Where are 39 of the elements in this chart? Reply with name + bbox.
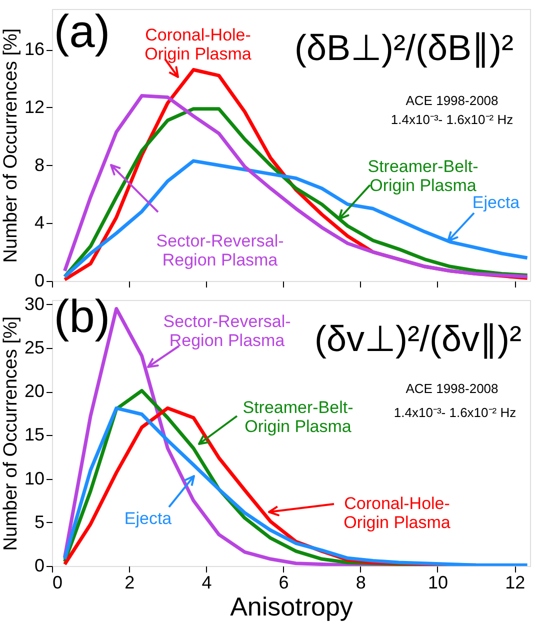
text: Ejecta [472, 193, 520, 212]
y-tick-label: 5 [34, 512, 44, 532]
annotation: 1.4x10⁻³- 1.6x10⁻² Hz [394, 405, 516, 420]
y-axis-title: Number of Occurrences [%] [0, 28, 22, 263]
y-tick-label: 25 [24, 337, 44, 358]
y-tick-label: 0 [34, 556, 44, 576]
y-axis-title: Number of Occurrences [%] [0, 316, 22, 551]
y-tick-label: 16 [24, 39, 44, 60]
y-tick-label: 15 [24, 424, 44, 445]
y-tick-label: 20 [24, 381, 44, 402]
series-label: Sector-Reversal-Region Plasma [156, 232, 284, 270]
y-tick-label: 30 [24, 294, 44, 314]
y-tick-label: 12 [24, 96, 44, 117]
annotation: (δB⊥)²/(δB∥)² [294, 27, 514, 68]
x-tick-label: 4 [202, 572, 212, 592]
x-axis-title: Anisotropy [230, 592, 353, 622]
series-label: Coronal-Hole-Origin Plasma [144, 26, 252, 64]
text: Ejecta [124, 509, 172, 528]
text: Streamer-Belt-Origin Plasma [242, 398, 354, 436]
series-label: Sector-Reversal-Region Plasma [163, 312, 291, 350]
annotation: ACE 1998-2008 [406, 93, 498, 108]
annotation: (δv⊥)²/(δv∥)² [314, 318, 522, 359]
x-tick-label: 2 [124, 572, 135, 592]
line-series [62, 159, 530, 278]
x-tick-label: 0 [52, 572, 63, 592]
text: Streamer-Belt-Origin Plasma [368, 157, 478, 195]
x-tick-label: 8 [356, 572, 366, 592]
y-tick-label: 4 [34, 212, 44, 233]
annotation: ACE 1998-2008 [406, 381, 498, 396]
y-tick-label: 8 [34, 154, 44, 175]
legend-label: Coronal-Hole-Origin Plasma [344, 494, 451, 532]
x-tick-label: 6 [278, 572, 289, 592]
x-tick-label: 12 [505, 572, 526, 592]
x-tick-label: 10 [428, 572, 448, 592]
annotation: (a) [54, 5, 110, 57]
y-tick-label: 0 [34, 270, 44, 290]
annotation: (b) [54, 290, 110, 342]
annotation: 1.4x10⁻³- 1.6x10⁻² Hz [390, 112, 514, 127]
y-tick-label: 10 [24, 468, 44, 488]
